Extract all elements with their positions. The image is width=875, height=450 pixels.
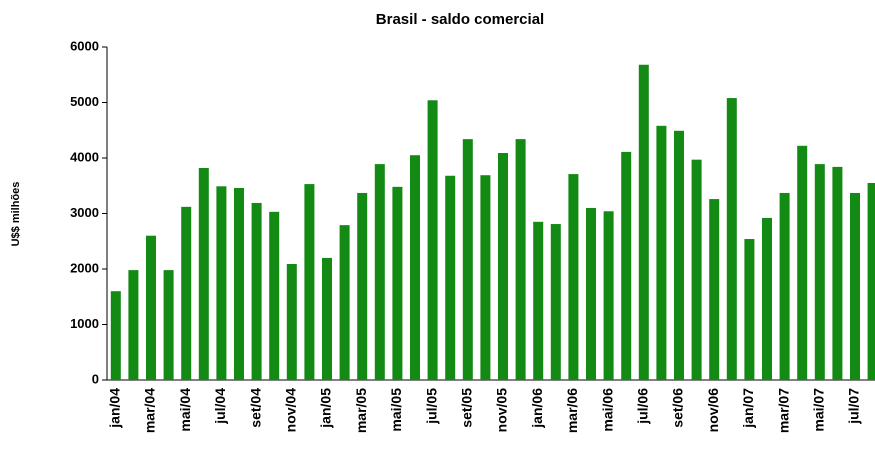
x-tick-label: mai/07 [811,388,827,432]
x-tick-label: mar/05 [353,388,369,433]
y-tick-label: 2000 [70,260,99,275]
bar [832,166,843,380]
chart-title: Brasil - saldo comercial [376,11,544,28]
bar [797,145,808,380]
bar [181,206,192,380]
y-axis-label: U$$ milhões [10,182,22,247]
bar [621,151,632,380]
y-tick-label: 6000 [70,38,99,53]
bar [498,153,508,380]
bar [550,224,561,380]
bar [656,125,667,380]
y-tick-label: 4000 [70,149,99,164]
y-tick-label: 3000 [70,205,99,220]
y-tick-label: 5000 [70,94,99,109]
bar [339,225,350,380]
y-tick-label: 0 [92,371,99,386]
x-tick-label: jul/04 [212,388,228,425]
x-tick-label: mar/06 [564,388,580,433]
y-tick-label: 1000 [70,316,99,331]
x-tick-label: jul/06 [635,388,651,425]
bar [779,192,790,380]
bar [726,98,737,380]
x-tick-label: mar/04 [142,388,158,433]
bar [251,202,262,380]
bar [814,164,825,380]
bar [216,186,227,380]
bar [533,221,544,380]
bar [691,159,702,380]
bar [410,155,420,380]
x-tick-label: nov/06 [705,388,721,433]
x-tick-label: jul/05 [423,388,439,425]
bar [286,264,297,380]
bar [850,192,860,380]
bar [128,270,139,380]
bar [269,211,280,380]
x-tick-label: jan/07 [740,388,756,429]
bar [198,167,209,380]
bar [110,291,121,380]
bar [322,257,332,380]
bar [427,100,438,380]
bar [867,182,875,380]
x-tick-label: mai/06 [599,388,615,432]
bar [357,192,368,380]
bar [480,175,491,380]
bar [462,139,473,380]
x-tick-label: jan/06 [529,388,545,429]
bar [234,187,244,380]
x-tick-label: jul/07 [846,388,862,425]
bar [146,235,156,380]
bar [744,239,755,380]
bar [568,174,579,380]
bar [374,164,385,380]
bar [638,64,649,380]
x-tick-label: set/04 [247,388,263,428]
bar [586,207,596,380]
x-tick-label: jan/05 [318,388,334,429]
bar [392,186,403,380]
x-tick-label: mai/05 [388,388,404,432]
bar [515,139,526,380]
x-tick-label: nov/05 [494,388,510,433]
bar [304,184,315,380]
x-tick-label: set/05 [459,388,475,428]
bar [163,270,174,380]
x-tick-label: nov/04 [283,388,299,433]
bar [674,130,684,380]
x-tick-label: mai/04 [177,388,193,432]
bar [445,175,456,380]
bar [603,211,614,380]
x-tick-label: set/06 [670,388,686,428]
x-tick-label: mar/07 [775,388,791,433]
x-tick-label: jan/04 [107,388,123,429]
bar [762,217,772,380]
bar [709,199,720,380]
